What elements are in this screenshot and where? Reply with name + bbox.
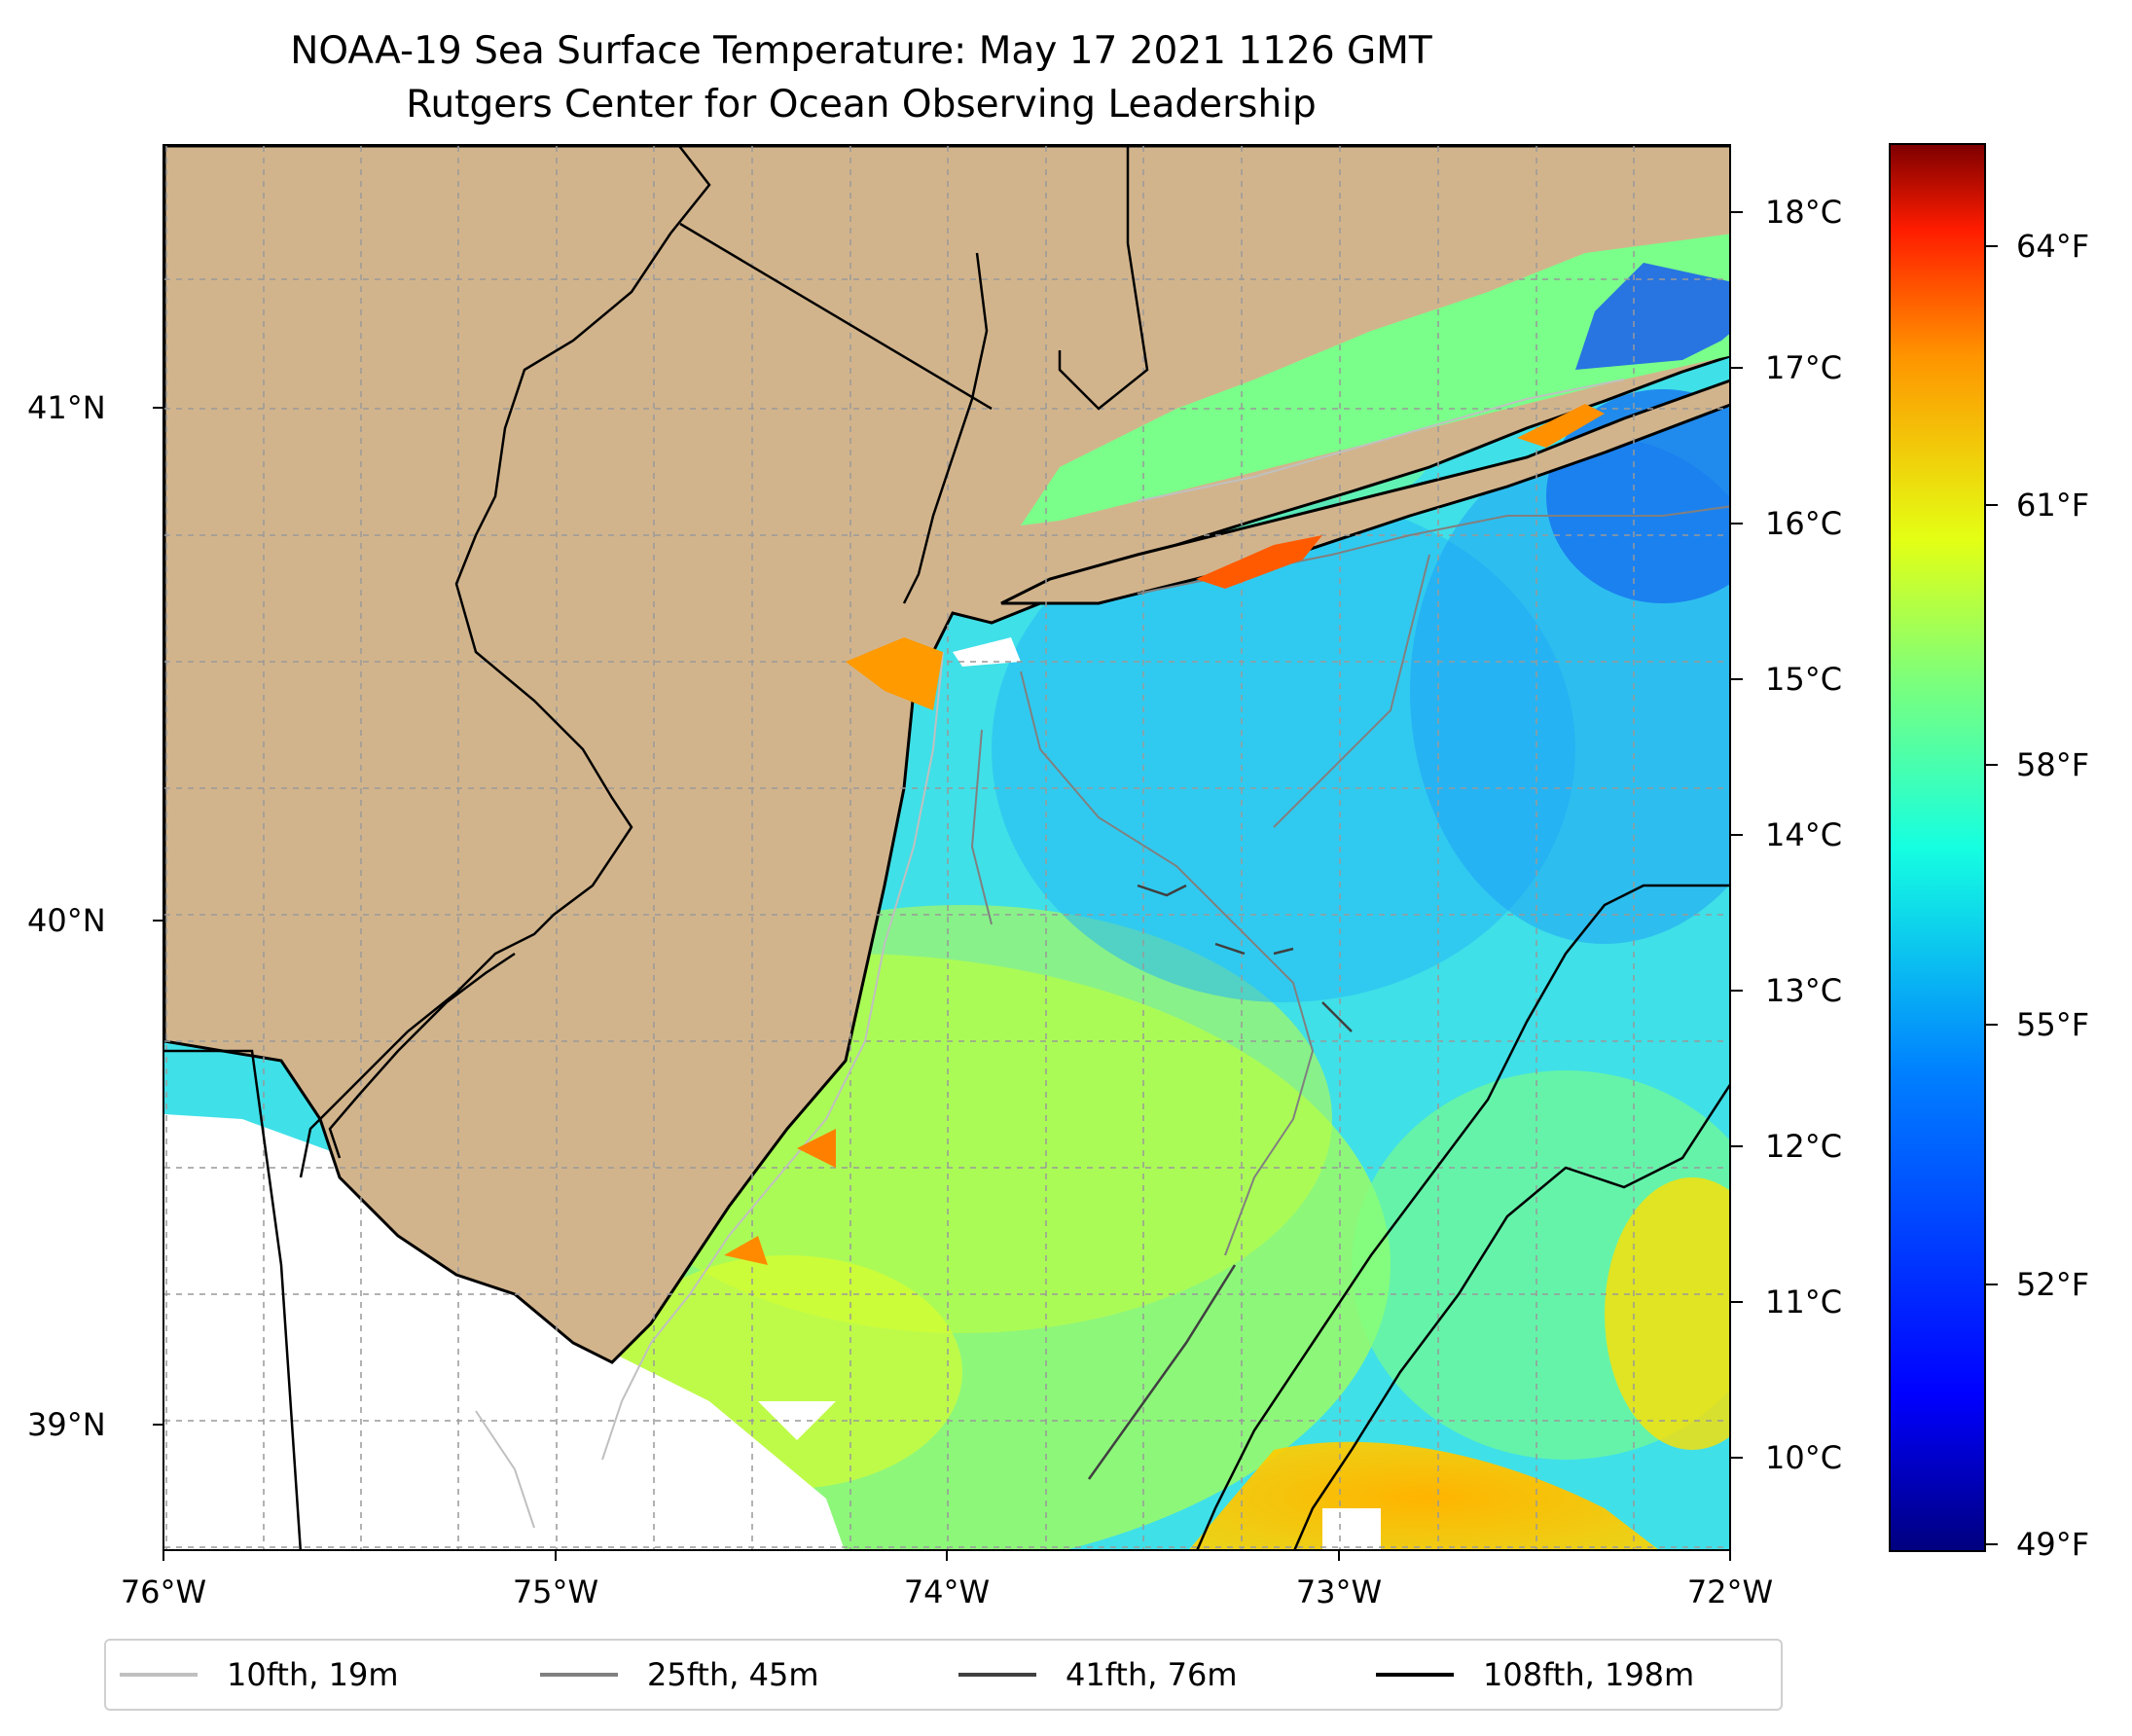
legend-item-41fth: 41fth, 76m — [958, 1641, 1237, 1709]
celsius-tick — [1731, 1145, 1743, 1147]
fahrenheit-label: 55°F — [2016, 1006, 2090, 1043]
celsius-label: 14°C — [1765, 816, 1843, 853]
lon-label-74w: 74°W — [903, 1573, 991, 1610]
legend-line-icon — [540, 1673, 618, 1677]
lat-label-39n: 39°N — [27, 1406, 106, 1443]
celsius-tick — [1731, 1301, 1743, 1303]
fahrenheit-tick — [1986, 504, 1998, 506]
celsius-label: 10°C — [1765, 1439, 1843, 1476]
graticule — [164, 146, 1729, 1549]
legend-line-icon — [1376, 1673, 1454, 1677]
lat-tick — [153, 407, 163, 409]
fahrenheit-tick — [1986, 245, 1998, 247]
celsius-tick — [1731, 211, 1743, 213]
legend-label: 25fth, 45m — [647, 1656, 819, 1693]
state-borders — [164, 146, 1149, 1549]
isobath-41fth — [1087, 884, 1353, 1480]
sst-map-canvas — [164, 146, 1729, 1549]
map-title: NOAA-19 Sea Surface Temperature: May 17 … — [290, 29, 1432, 73]
fahrenheit-tick — [1986, 1543, 1998, 1545]
fahrenheit-label: 61°F — [2016, 487, 2090, 524]
lon-label-75w: 75°W — [512, 1573, 599, 1610]
isobath-108fth — [1196, 884, 1729, 1549]
lat-label-41n: 41°N — [27, 389, 106, 426]
celsius-label: 13°C — [1765, 972, 1843, 1009]
celsius-label: 16°C — [1765, 505, 1843, 542]
lon-label-76w: 76°W — [120, 1573, 207, 1610]
celsius-label: 12°C — [1765, 1128, 1843, 1165]
fahrenheit-label: 64°F — [2016, 228, 2090, 265]
isobath-25fth — [970, 505, 1729, 1256]
lon-label-72w: 72°W — [1686, 1573, 1774, 1610]
lat-tick — [153, 920, 163, 922]
celsius-label: 11°C — [1765, 1284, 1843, 1320]
legend-line-icon — [120, 1673, 198, 1677]
lon-tick — [555, 1551, 557, 1561]
celsius-tick — [1731, 834, 1743, 836]
legend-item-108fth: 108fth, 198m — [1376, 1641, 1694, 1709]
isobath-legend: 10fth, 19m 25fth, 45m 41fth, 76m 108fth,… — [104, 1639, 1783, 1711]
celsius-tick — [1731, 367, 1743, 369]
fahrenheit-label: 52°F — [2016, 1266, 2090, 1303]
lon-tick — [163, 1551, 164, 1561]
celsius-tick — [1731, 523, 1743, 524]
celsius-label: 15°C — [1765, 661, 1843, 698]
lon-label-73w: 73°W — [1295, 1573, 1383, 1610]
colorbar — [1889, 143, 1986, 1552]
legend-item-10fth: 10fth, 19m — [120, 1641, 398, 1709]
celsius-label: 17°C — [1765, 349, 1843, 386]
fahrenheit-tick — [1986, 764, 1998, 766]
lon-tick — [1729, 1551, 1731, 1561]
sst-map — [163, 144, 1731, 1551]
legend-label: 41fth, 76m — [1066, 1656, 1238, 1693]
legend-label: 108fth, 198m — [1483, 1656, 1695, 1693]
map-subtitle: Rutgers Center for Ocean Observing Leade… — [406, 83, 1317, 127]
legend-item-25fth: 25fth, 45m — [540, 1641, 818, 1709]
fahrenheit-tick — [1986, 1284, 1998, 1285]
fahrenheit-label: 58°F — [2016, 746, 2090, 783]
celsius-tick — [1731, 678, 1743, 680]
lat-label-40n: 40°N — [27, 902, 106, 939]
celsius-tick — [1731, 990, 1743, 992]
lon-tick — [1338, 1551, 1340, 1561]
celsius-label: 18°C — [1765, 194, 1843, 231]
fahrenheit-tick — [1986, 1024, 1998, 1026]
lat-tick — [153, 1424, 163, 1426]
legend-label: 10fth, 19m — [227, 1656, 399, 1693]
fahrenheit-label: 49°F — [2016, 1526, 2090, 1563]
celsius-tick — [1731, 1457, 1743, 1459]
warm-inshore-patches — [724, 404, 1605, 1265]
lon-tick — [946, 1551, 948, 1561]
legend-line-icon — [958, 1673, 1036, 1677]
